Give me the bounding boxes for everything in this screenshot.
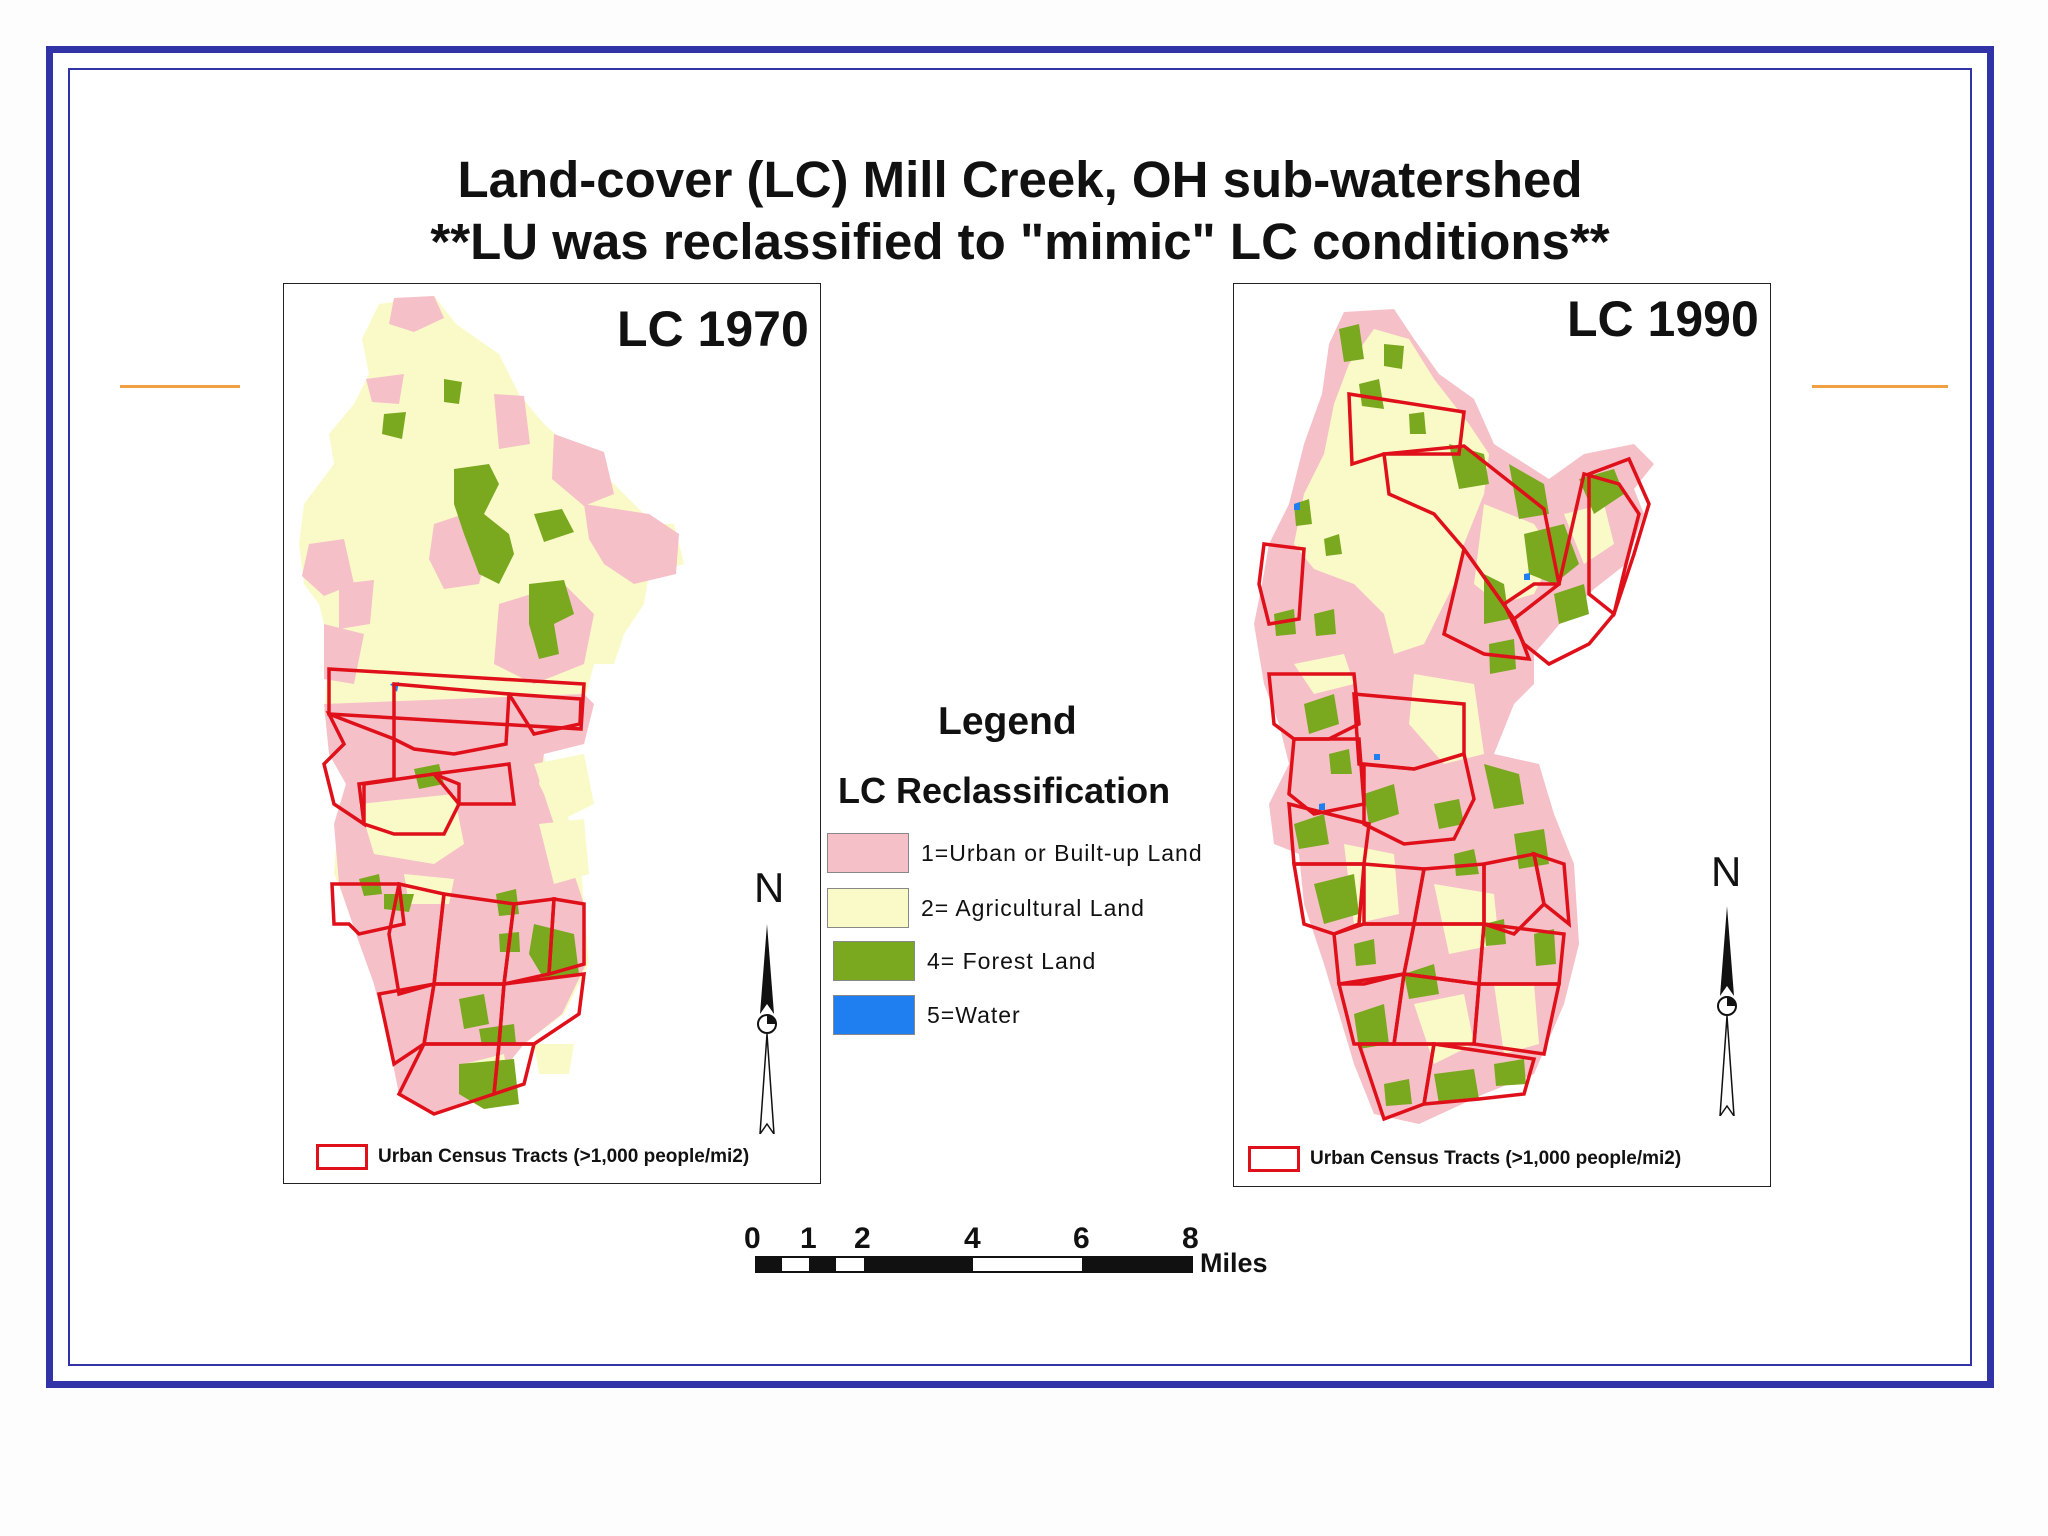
legend-label-forest: 4= Forest Land — [927, 947, 1097, 974]
scale-tick-6: 6 — [1073, 1222, 1090, 1255]
north-arrow-icon — [757, 924, 777, 1134]
scale-tick-0: 0 — [744, 1222, 761, 1255]
watershed-map-1970 — [299, 284, 684, 1116]
north-label-1990: N — [1711, 848, 1742, 895]
watershed-map-1990 — [1254, 309, 1654, 1124]
scale-tick-2: 2 — [854, 1222, 871, 1255]
tract-key-label: Urban Census Tracts (>1,000 people/mi2) — [378, 1146, 750, 1167]
legend-label-water: 5=Water — [927, 1001, 1021, 1028]
tract-key-swatch — [1248, 1146, 1300, 1172]
legend-subheading: LC Reclassification — [838, 770, 1171, 811]
legend-swatch-agricultural — [827, 888, 909, 928]
tract-key-1970: Urban Census Tracts (>1,000 people/mi2) — [316, 1144, 749, 1170]
north-label-1970: N — [754, 864, 785, 911]
legend-label-urban: 1=Urban or Built-up Land — [921, 839, 1203, 866]
tract-key-swatch — [316, 1144, 368, 1170]
legend-label-agricultural: 2= Agricultural Land — [921, 894, 1145, 921]
slide-title: Land-cover (LC) Mill Creek, OH sub-water… — [457, 151, 1583, 208]
legend-swatch-urban — [827, 833, 909, 873]
legend-item-agricultural: 2= Agricultural Land — [827, 888, 1145, 928]
legend-item-urban: 1=Urban or Built-up Land — [827, 833, 1203, 873]
accent-line-right — [1812, 385, 1948, 388]
legend-item-water: 5=Water — [833, 995, 1021, 1035]
scale-tick-1: 1 — [800, 1222, 817, 1255]
scale-unit-label: Miles — [1200, 1248, 1268, 1278]
map-panel-1970: LC 1970 N Urban Census Tracts (>1,000 pe… — [283, 283, 821, 1184]
map-title-1990: LC 1990 — [1567, 291, 1759, 347]
tract-key-label: Urban Census Tracts (>1,000 people/mi2) — [1310, 1148, 1682, 1169]
map-title-1970: LC 1970 — [617, 301, 809, 357]
north-arrow-icon — [1717, 906, 1737, 1116]
legend-heading: Legend — [938, 700, 1077, 743]
scale-tick-8: 8 — [1182, 1222, 1199, 1255]
scale-bar — [755, 1256, 1193, 1273]
legend-item-forest: 4= Forest Land — [833, 941, 1096, 981]
slide-frame-inner — [68, 68, 1972, 1366]
legend-swatch-water — [833, 995, 915, 1035]
legend-swatch-forest — [833, 941, 915, 981]
scale-tick-4: 4 — [964, 1222, 981, 1255]
slide-subtitle: **LU was reclassified to "mimic" LC cond… — [430, 213, 1610, 270]
accent-line-left — [120, 385, 240, 388]
map-panel-1990: LC 1990 N Urban Census Tracts (>1,000 pe… — [1233, 283, 1771, 1187]
tract-key-1990: Urban Census Tracts (>1,000 people/mi2) — [1248, 1146, 1681, 1172]
